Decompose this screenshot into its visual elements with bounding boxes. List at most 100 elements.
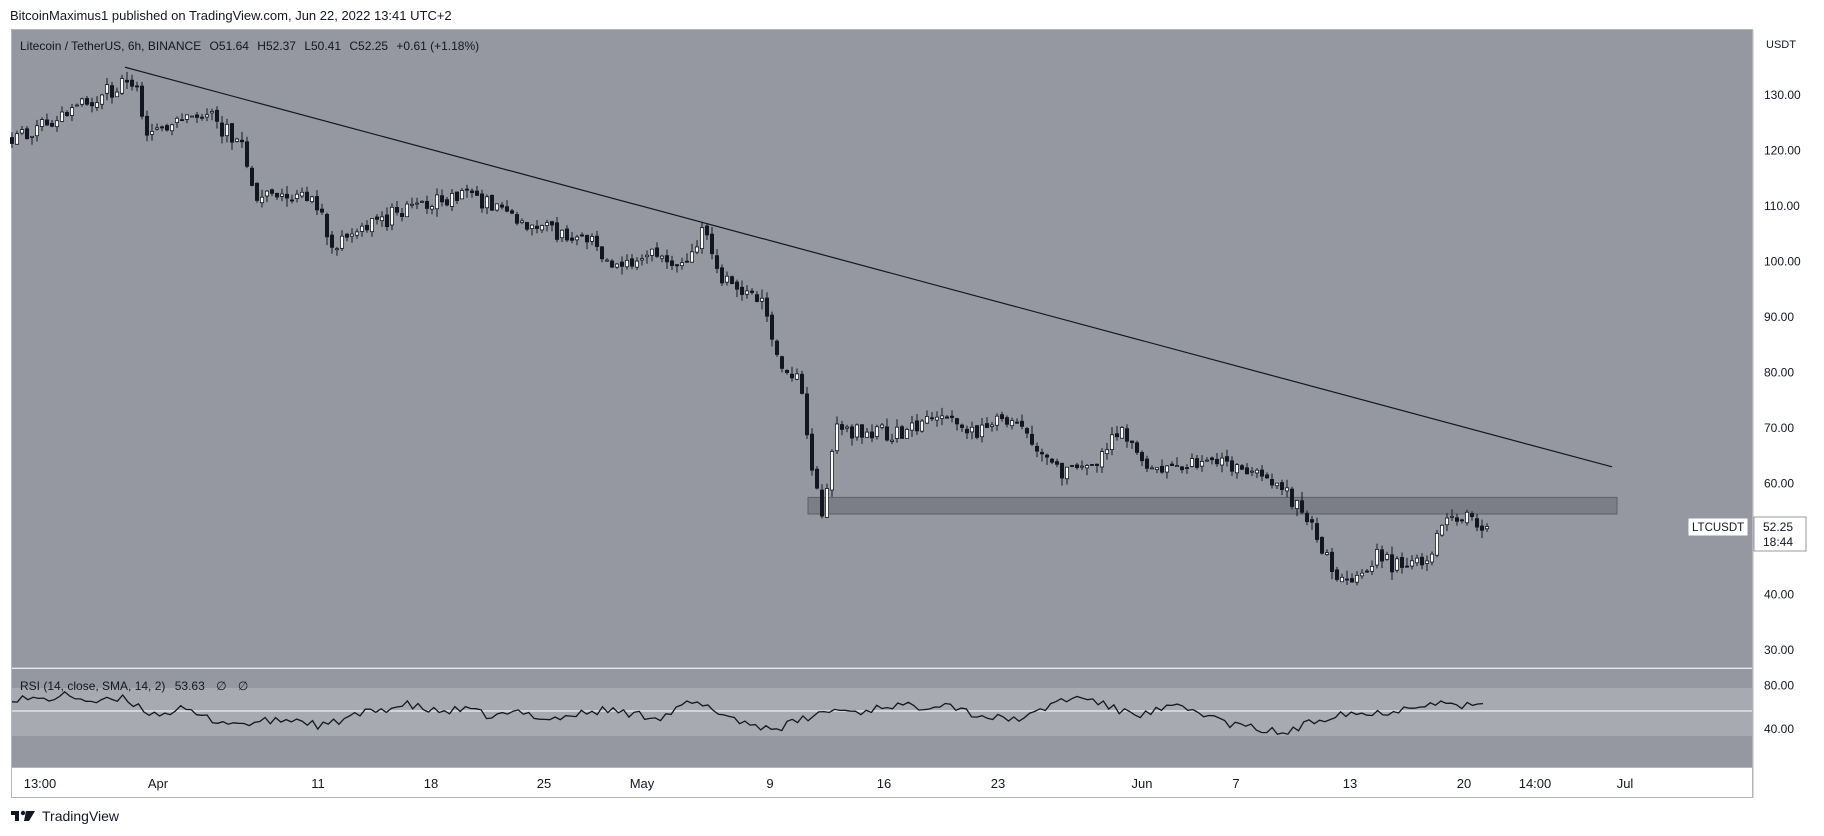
candle bbox=[234, 137, 239, 143]
rsi-legend[interactable]: RSI (14, close, SMA, 14, 2) bbox=[20, 679, 165, 693]
candle bbox=[1365, 568, 1370, 573]
price-pane[interactable] bbox=[12, 30, 1752, 668]
candle bbox=[1445, 513, 1450, 531]
tradingview-logo-icon bbox=[11, 810, 35, 821]
candle bbox=[1245, 462, 1250, 475]
candle bbox=[129, 74, 134, 91]
candle bbox=[404, 201, 409, 218]
rsi-axis[interactable]: 80.00 40.00 bbox=[1764, 679, 1794, 736]
candle bbox=[520, 218, 525, 225]
candle bbox=[1100, 448, 1105, 473]
candle bbox=[1320, 536, 1325, 555]
ohlc-open-label: O bbox=[210, 39, 219, 53]
candle bbox=[595, 230, 600, 252]
candle bbox=[1035, 442, 1040, 458]
candle bbox=[950, 410, 955, 423]
candle bbox=[1460, 518, 1465, 524]
candle bbox=[1415, 554, 1420, 567]
candle bbox=[154, 123, 159, 131]
publisher-line: BitcoinMaximus1 published on TradingView… bbox=[10, 8, 452, 23]
candle bbox=[359, 222, 364, 237]
time-tick-label: 20 bbox=[1457, 776, 1471, 791]
candle bbox=[955, 417, 960, 431]
candle bbox=[149, 123, 154, 141]
price-tag-countdown: 18:44 bbox=[1763, 535, 1793, 549]
support-zone[interactable] bbox=[807, 496, 1618, 515]
candle bbox=[575, 234, 580, 246]
time-axis[interactable]: 13:00 Apr 11 18 25 May 9 16 23 Jun 7 13 20 14:00 Jul bbox=[24, 776, 1634, 791]
candle bbox=[750, 288, 755, 295]
candle bbox=[374, 214, 379, 225]
time-tick-label: 18 bbox=[424, 776, 438, 791]
footer-brand[interactable]: TradingView bbox=[10, 808, 119, 824]
candle bbox=[100, 93, 105, 110]
candle bbox=[204, 108, 209, 122]
candle bbox=[284, 185, 289, 207]
candle bbox=[169, 123, 174, 136]
candle bbox=[45, 113, 50, 126]
candle bbox=[850, 424, 855, 446]
candle bbox=[254, 182, 259, 203]
candle bbox=[1260, 464, 1265, 482]
candle bbox=[940, 407, 945, 426]
candle bbox=[264, 190, 269, 203]
descending-trendline[interactable] bbox=[124, 66, 1613, 468]
candle bbox=[319, 203, 324, 215]
symbol-legend[interactable]: Litecoin / TetherUS, 6h, BINANCE bbox=[20, 39, 201, 53]
candle bbox=[980, 418, 985, 443]
candle bbox=[675, 264, 680, 273]
candle bbox=[665, 249, 670, 269]
candle bbox=[645, 250, 650, 264]
candle bbox=[765, 292, 770, 322]
candle bbox=[159, 125, 164, 132]
price-tick-label: 40.00 bbox=[1764, 588, 1794, 602]
candle bbox=[1390, 546, 1395, 580]
price-tick-label: 30.00 bbox=[1764, 643, 1794, 657]
candle bbox=[1335, 566, 1340, 582]
candle bbox=[550, 220, 555, 232]
candle bbox=[1285, 479, 1290, 498]
price-axis[interactable]: 130.00 120.00 110.00 100.00 90.00 80.00 70.00 6… bbox=[1764, 88, 1801, 657]
ohlc-change: +0.61 (+1.18%) bbox=[396, 39, 479, 53]
candle bbox=[735, 279, 740, 298]
candle bbox=[1230, 456, 1235, 476]
candle bbox=[339, 230, 344, 251]
last-price-tag[interactable]: LTCUSDT 52.25 18:44 bbox=[1687, 516, 1807, 552]
candle bbox=[389, 203, 394, 231]
ohlc-open-value: 51.64 bbox=[219, 39, 249, 53]
candle bbox=[219, 116, 224, 144]
svg-text:Litecoin / TetherUS, 6h, BINAN: Litecoin / TetherUS, 6h, BINANCE O51.64 … bbox=[20, 39, 479, 53]
candle bbox=[945, 414, 950, 419]
candle bbox=[670, 255, 675, 271]
candle bbox=[314, 190, 319, 216]
candle bbox=[1270, 473, 1275, 489]
candle bbox=[1455, 513, 1460, 526]
candle bbox=[50, 120, 55, 128]
price-tag-value: 52.25 bbox=[1763, 520, 1793, 534]
candle bbox=[199, 114, 204, 121]
candle bbox=[1135, 440, 1140, 455]
candle bbox=[429, 204, 434, 215]
candle bbox=[715, 249, 720, 274]
candle bbox=[1085, 464, 1090, 476]
candle bbox=[525, 222, 530, 232]
candle bbox=[1375, 543, 1380, 569]
candle bbox=[279, 188, 284, 202]
candle bbox=[55, 115, 60, 132]
candle bbox=[880, 422, 885, 430]
rsi-na-1: ∅ bbox=[216, 679, 226, 693]
candle bbox=[1175, 457, 1180, 467]
candle bbox=[1040, 448, 1045, 462]
candle bbox=[1300, 491, 1305, 515]
candle bbox=[1075, 462, 1080, 470]
price-tick-label: 110.00 bbox=[1764, 199, 1800, 213]
candle bbox=[965, 425, 970, 440]
price-tick-label: 120.00 bbox=[1764, 144, 1801, 158]
candle bbox=[695, 240, 700, 255]
candle bbox=[1215, 452, 1220, 467]
candle bbox=[1370, 560, 1375, 575]
candle bbox=[970, 421, 975, 440]
candle bbox=[635, 257, 640, 271]
candle bbox=[1485, 523, 1490, 532]
